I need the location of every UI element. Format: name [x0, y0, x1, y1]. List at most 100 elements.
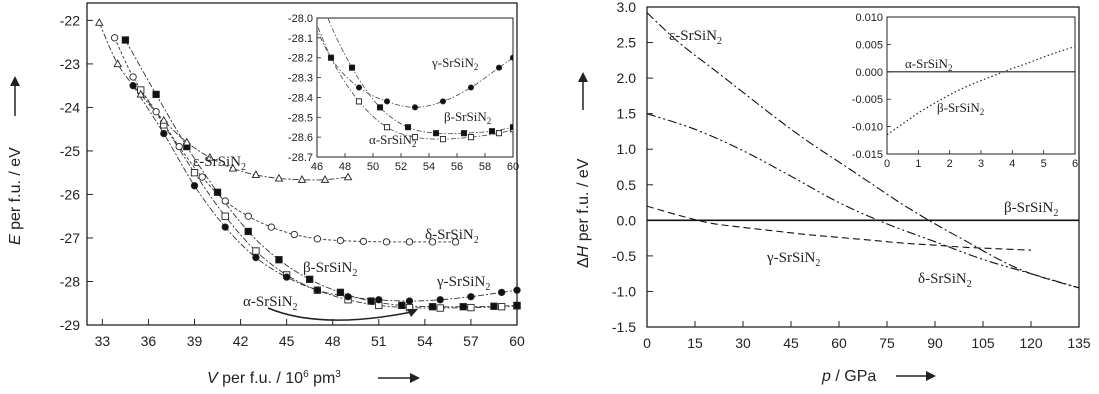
x-tick-label: 30: [735, 335, 751, 351]
inset-marker-gamma: [327, 54, 335, 61]
marker-gamma: [405, 297, 414, 305]
marker-alpha: [497, 303, 506, 311]
label-alpha: α-SrSiN2: [243, 294, 298, 313]
inset-y-tick-label: -28.1: [288, 33, 313, 45]
marker-delta: [221, 197, 229, 205]
marker-epsilon: [320, 175, 330, 183]
marker-alpha: [436, 304, 444, 312]
label-gamma: γ-SrSiN2: [436, 274, 490, 293]
x-tick-label: 57: [463, 333, 479, 349]
right-inset-lines: [886, 46, 1076, 136]
inset-marker-gamma: [495, 64, 503, 71]
marker-alpha: [467, 303, 475, 312]
marker-delta: [129, 73, 137, 81]
marker-epsilon: [274, 173, 284, 182]
marker-gamma: [375, 296, 383, 304]
y-tick-label: -1.5: [612, 319, 636, 335]
x-tick-label: 54: [417, 333, 433, 349]
inset-x-tick-label: 1: [915, 158, 921, 170]
marker-alpha: [252, 247, 260, 255]
inset-marker-gamma: [411, 104, 419, 111]
enthalpy-pressure-chart: 0 15 30 45 60 75 90 105 120 1353.02.52.01.51.00.5…: [575, 0, 1091, 385]
y-tick-label: -28: [60, 273, 80, 289]
marker-epsilon: [228, 163, 238, 172]
left-inset-markers: [321, 5, 513, 143]
x-tick-label: 51: [371, 333, 387, 349]
right-inset-ticks: 0 1 2 3 4 5 6 0.010 0.005 0.000 -0.005 -0.010 -0.015: [852, 12, 1078, 170]
marker-gamma: [436, 296, 444, 304]
inset-y-tick-label: -28.2: [288, 53, 313, 65]
x-tick-label: 36: [141, 333, 157, 349]
label-delta-right: δ-SrSiN2: [918, 271, 972, 290]
marker-beta: [490, 302, 498, 310]
inset-label-alpha: α-SrSiN2: [369, 132, 416, 149]
x-tick-label: 120: [1019, 335, 1043, 351]
inset-marker-gamma: [383, 98, 391, 105]
curve-delta: [114, 37, 456, 243]
inset-marker-beta: [348, 64, 356, 71]
marker-delta: [152, 108, 160, 116]
line-epsilon: [646, 12, 1080, 289]
inset-marker-gamma: [509, 54, 513, 61]
marker-beta: [121, 36, 130, 44]
inset-curve-beta: [327, 18, 513, 135]
marker-beta: [428, 303, 437, 311]
y-tick-label: -24: [60, 99, 80, 115]
inset-x-tick-label: 4: [1009, 158, 1015, 170]
inset-label-beta-right: β-SrSiN2: [937, 100, 984, 117]
y-tick-label: 1.5: [617, 106, 637, 122]
marker-alpha: [190, 169, 199, 177]
x-tick-label: 0: [643, 335, 651, 351]
label-gamma-right: γ-SrSiN2: [766, 250, 820, 269]
inset-y-tick-label: -28.0: [288, 13, 313, 25]
inset-y-tick-label: -28.6: [288, 132, 313, 144]
inset-marker-beta: [321, 5, 326, 10]
left-series-markers: [95, 17, 521, 312]
inset-marker-alpha: [411, 134, 419, 141]
x-tick-label: 45: [783, 335, 799, 351]
marker-delta: [451, 238, 460, 246]
marker-gamma: [282, 273, 291, 281]
y-tick-label: 1.0: [617, 141, 637, 157]
x-tick-label: 105: [971, 335, 995, 351]
right-x-axis-arrowhead: [926, 371, 936, 381]
inset-x-tick-label: 6: [1072, 158, 1078, 170]
x-tick-label: 45: [279, 333, 295, 349]
x-tick-label: 42: [233, 333, 249, 349]
x-tick-label: 33: [95, 333, 111, 349]
x-tick-label: 90: [927, 335, 943, 351]
marker-epsilon: [182, 137, 192, 146]
left-y-axis-arrowhead: [10, 76, 20, 86]
inset-y-tick-label: -28.7: [288, 152, 313, 164]
marker-gamma: [190, 182, 199, 190]
inset-y-tick-label: -0.005: [852, 94, 883, 106]
marker-beta: [152, 90, 160, 99]
inset-y-tick-label: -28.3: [288, 73, 313, 85]
marker-epsilon: [136, 89, 146, 98]
inset-marker-alpha: [495, 130, 503, 137]
inset-curve-alpha: [317, 23, 513, 140]
x-tick-label: 60: [831, 335, 847, 351]
left-inset: 46 48 50 52 54 56 58 60 -28.0 -28.1 -28.2 -28.3 -28.…: [288, 5, 519, 173]
inset-x-tick-label: 50: [367, 161, 379, 173]
y-tick-label: -0.5: [612, 248, 636, 264]
inset-x-tick-label: 54: [423, 161, 435, 173]
marker-beta: [459, 303, 467, 311]
x-tick-label: 60: [509, 333, 525, 349]
marker-delta: [313, 235, 322, 243]
energy-volume-chart: 33 36 39 42 45 48 51 54 57 60 -22 -23 -24 -25 -26 -27 -2…: [7, 2, 525, 387]
inset-marker-alpha: [355, 98, 363, 105]
marker-gamma: [129, 82, 137, 90]
marker-beta: [336, 288, 345, 297]
marker-delta: [198, 173, 206, 181]
y-tick-label: -27: [60, 230, 80, 246]
inset-y-tick-label: 0.000: [855, 67, 883, 79]
right-y-axis-arrowhead: [578, 72, 588, 82]
inset-marker-alpha: [439, 136, 447, 143]
marker-gamma: [344, 293, 352, 301]
marker-epsilon: [251, 170, 261, 179]
marker-epsilon: [343, 172, 353, 181]
y-tick-label: 2.5: [617, 35, 637, 51]
marker-gamma: [160, 129, 168, 138]
y-tick-label: 2.0: [617, 70, 637, 86]
